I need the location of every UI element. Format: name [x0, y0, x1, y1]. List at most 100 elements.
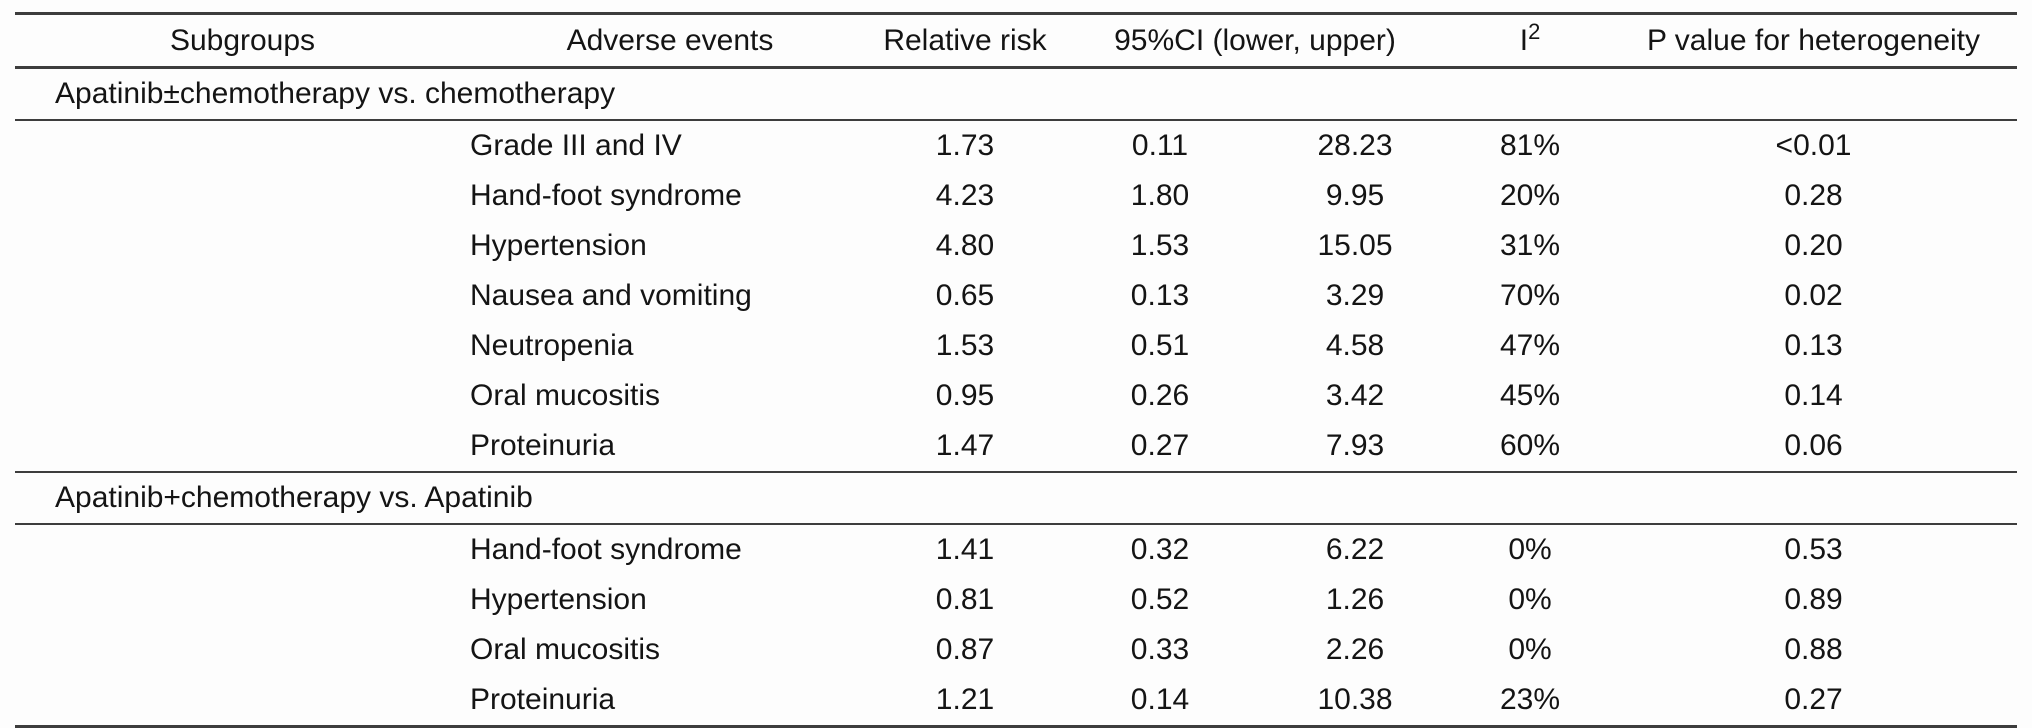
relative-risk-cell: 1.41 [935, 533, 995, 566]
column-header-p-value: P value for heterogeneity [1647, 23, 1981, 57]
ci-upper-cell: 15.05 [1317, 229, 1393, 262]
p-value-cell: 0.28 [1784, 179, 1843, 212]
i2-superscript: 2 [1528, 18, 1541, 44]
subgroup-cell [15, 221, 470, 271]
subgroup-cell [15, 675, 470, 727]
table-header-row: Subgroups Adverse events Relative risk 9… [15, 13, 2018, 68]
adverse-event-cell: Hypertension [470, 583, 647, 616]
table-row: Oral mucositis 0.95 0.26 3.42 45% 0.14 [15, 371, 2017, 421]
ci-upper-cell: 3.42 [1325, 379, 1385, 412]
ci-lower-cell: 0.14 [1130, 683, 1190, 716]
i2-cell: 70% [1499, 279, 1561, 312]
p-value-cell: <0.01 [1775, 129, 1852, 162]
p-value-cell: 0.88 [1784, 633, 1843, 666]
ci-upper-cell: 9.95 [1325, 179, 1385, 212]
ci-upper-cell: 3.29 [1325, 279, 1385, 312]
relative-risk-cell: 4.80 [935, 229, 995, 262]
column-header-ci: 95%CI (lower, upper) [1114, 23, 1396, 57]
table-row: Grade III and IV 1.73 0.11 28.23 81% <0.… [15, 120, 2017, 171]
i2-base: I [1519, 23, 1529, 57]
adverse-event-cell: Hypertension [470, 229, 647, 262]
ci-lower-cell: 0.27 [1130, 429, 1190, 462]
p-value-cell: 0.06 [1784, 429, 1843, 462]
subgroup-cell [15, 524, 470, 575]
table-row: Oral mucositis 0.87 0.33 2.26 0% 0.88 [15, 625, 2017, 675]
ci-lower-cell: 0.26 [1130, 379, 1190, 412]
i2-cell: 31% [1499, 229, 1561, 262]
table-row: Hypertension 4.80 1.53 15.05 31% 0.20 [15, 221, 2017, 271]
ci-lower-cell: 1.80 [1130, 179, 1190, 212]
relative-risk-cell: 4.23 [935, 179, 995, 212]
relative-risk-cell: 1.21 [935, 683, 995, 716]
subgroup-cell [15, 575, 470, 625]
section-header-1: Apatinib±chemotherapy vs. chemotherapy [15, 67, 2018, 120]
column-header-adverse-events: Adverse events [566, 23, 774, 57]
i2-cell: 45% [1499, 379, 1561, 412]
column-header-i2: I2 [1450, 14, 1610, 68]
ci-lower-cell: 0.52 [1130, 583, 1190, 616]
ci-lower-cell: 1.53 [1130, 229, 1190, 262]
i2-cell: 0% [1508, 533, 1552, 566]
table-row: Hand-foot syndrome 4.23 1.80 9.95 20% 0.… [15, 171, 2017, 221]
i2-cell: 0% [1508, 633, 1552, 666]
relative-risk-cell: 0.65 [935, 279, 995, 312]
relative-risk-cell: 1.47 [935, 429, 995, 462]
adverse-event-cell: Neutropenia [470, 329, 634, 362]
table-row: Neutropenia 1.53 0.51 4.58 47% 0.13 [15, 321, 2017, 371]
ci-lower-cell: 0.32 [1130, 533, 1190, 566]
i2-cell: 23% [1499, 683, 1561, 716]
ci-upper-cell: 1.26 [1325, 583, 1385, 616]
subgroup-cell [15, 625, 470, 675]
p-value-cell: 0.89 [1784, 583, 1843, 616]
subgroup-cell [15, 271, 470, 321]
relative-risk-cell: 1.53 [935, 329, 995, 362]
table-row: Hypertension 0.81 0.52 1.26 0% 0.89 [15, 575, 2017, 625]
subgroup-cell [15, 321, 470, 371]
ci-upper-cell: 2.26 [1325, 633, 1385, 666]
adverse-event-cell: Nausea and vomiting [470, 279, 752, 312]
subgroup-cell [15, 171, 470, 221]
subgroup-cell [15, 371, 470, 421]
adverse-event-cell: Hand-foot syndrome [470, 533, 742, 566]
section-title: Apatinib±chemotherapy vs. chemotherapy [55, 77, 616, 110]
ci-lower-cell: 0.13 [1130, 279, 1190, 312]
relative-risk-cell: 0.95 [935, 379, 995, 412]
table-row: Proteinuria 1.47 0.27 7.93 60% 0.06 [15, 421, 2017, 472]
i2-cell: 60% [1499, 429, 1561, 462]
adverse-event-cell: Hand-foot syndrome [470, 179, 742, 212]
subgroup-cell [15, 120, 470, 171]
adverse-event-cell: Oral mucositis [470, 633, 661, 666]
p-value-cell: 0.13 [1784, 329, 1843, 362]
p-value-cell: 0.14 [1784, 379, 1843, 412]
i2-cell: 20% [1499, 179, 1561, 212]
ci-upper-cell: 6.22 [1325, 533, 1385, 566]
adverse-event-cell: Grade III and IV [470, 129, 682, 162]
ci-upper-cell: 28.23 [1317, 129, 1393, 162]
p-value-cell: 0.02 [1784, 279, 1843, 312]
ci-lower-cell: 0.51 [1130, 329, 1190, 362]
ci-upper-cell: 10.38 [1317, 683, 1393, 716]
i2-cell: 81% [1499, 129, 1561, 162]
table-row: Proteinuria 1.21 0.14 10.38 23% 0.27 [15, 675, 2018, 727]
table-row: Hand-foot syndrome 1.41 0.32 6.22 0% 0.5… [15, 524, 2017, 575]
ci-lower-cell: 0.11 [1131, 129, 1189, 162]
section-header-2: Apatinib+chemotherapy vs. Apatinib [15, 472, 2018, 524]
table-row: Nausea and vomiting 0.65 0.13 3.29 70% 0… [15, 271, 2017, 321]
relative-risk-cell: 1.73 [935, 129, 995, 162]
p-value-cell: 0.53 [1784, 533, 1843, 566]
column-header-subgroups: Subgroups [169, 23, 316, 57]
p-value-cell: 0.20 [1784, 229, 1843, 262]
ci-lower-cell: 0.33 [1130, 633, 1190, 666]
section-title: Apatinib+chemotherapy vs. Apatinib [55, 481, 533, 514]
adverse-events-table: Subgroups Adverse events Relative risk 9… [15, 12, 2018, 728]
i2-cell: 0% [1508, 583, 1552, 616]
column-header-relative-risk: Relative risk [883, 23, 1047, 57]
adverse-event-cell: Oral mucositis [470, 379, 661, 412]
adverse-event-cell: Proteinuria [470, 429, 616, 462]
relative-risk-cell: 0.81 [935, 583, 995, 616]
relative-risk-cell: 0.87 [935, 633, 995, 666]
ci-upper-cell: 4.58 [1325, 329, 1385, 362]
p-value-cell: 0.27 [1784, 683, 1843, 716]
subgroup-cell [15, 421, 470, 472]
